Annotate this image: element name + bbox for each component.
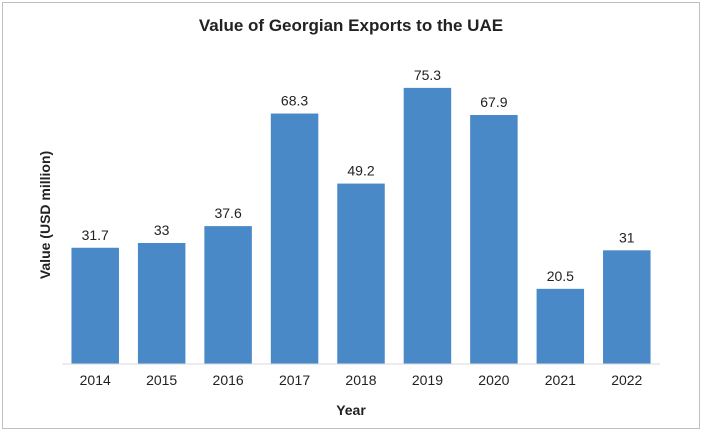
bar-2022	[603, 250, 651, 364]
x-tick-label-2022: 2022	[611, 372, 642, 388]
bar-2019	[403, 87, 452, 365]
data-label-2021: 20.5	[547, 268, 574, 284]
data-label-2018: 49.2	[347, 163, 374, 179]
data-label-2019: 75.3	[414, 67, 441, 83]
bar-2021	[536, 288, 585, 364]
x-tick-label-2020: 2020	[478, 372, 509, 388]
bars-group	[71, 87, 651, 365]
x-axis-title: Year	[336, 402, 366, 418]
data-label-2014: 31.7	[82, 227, 109, 243]
data-labels-group: 31.7 33 37.6 68.3 49.2 75.3 67.9 20.5 31	[82, 67, 635, 284]
y-axis-title: Value (USD million)	[37, 151, 53, 279]
data-label-2017: 68.3	[281, 93, 308, 109]
data-label-2015: 33	[154, 222, 170, 238]
bar-2015	[137, 242, 186, 364]
x-tick-label-2017: 2017	[279, 372, 310, 388]
data-label-2016: 37.6	[214, 205, 241, 221]
bar-2017	[270, 113, 319, 364]
data-label-2020: 67.9	[480, 94, 507, 110]
x-tick-label-2018: 2018	[345, 372, 376, 388]
x-tick-label-2014: 2014	[80, 372, 111, 388]
x-tick-label-2021: 2021	[545, 372, 576, 388]
data-label-2022: 31	[619, 229, 635, 245]
bar-2014	[71, 247, 119, 364]
x-tick-label-2015: 2015	[146, 372, 177, 388]
x-tick-labels-group: 2014 2015 2016 2017 2018 2019 2020 2021 2022	[80, 372, 643, 388]
bar-2020	[470, 115, 518, 364]
x-tick-label-2019: 2019	[412, 372, 443, 388]
bar-2018	[337, 183, 385, 364]
x-tick-label-2016: 2016	[213, 372, 244, 388]
chart-title: Value of Georgian Exports to the UAE	[199, 16, 503, 35]
bar-2016	[204, 226, 252, 364]
